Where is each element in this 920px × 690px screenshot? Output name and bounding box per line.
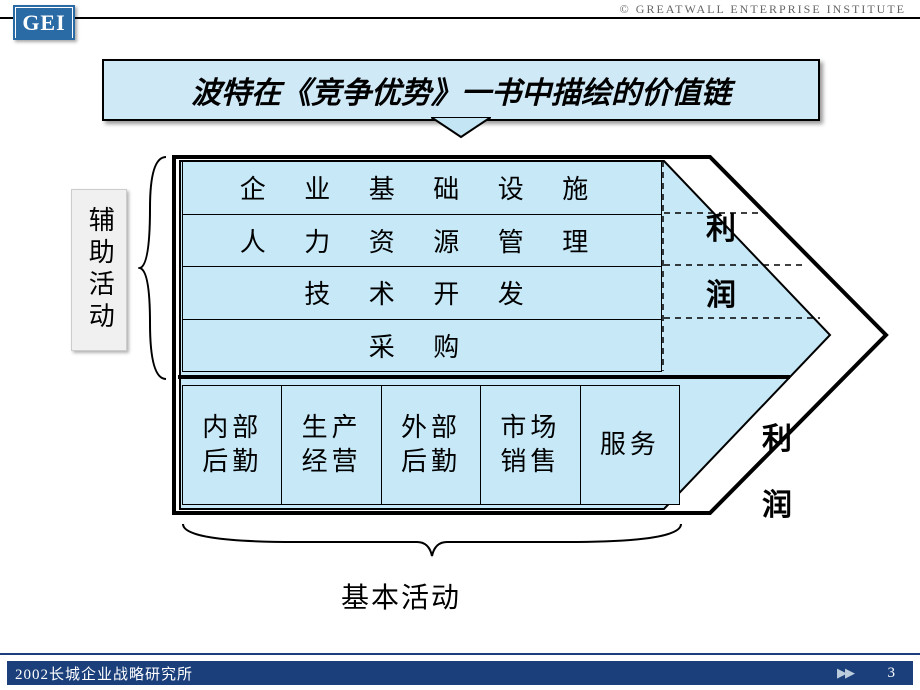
copyright-symbol: © <box>620 2 631 16</box>
footer-text: 2002长城企业战略研究所 <box>15 663 193 684</box>
footer-bar: 2002长城企业战略研究所 ▶▶ 3 <box>7 661 913 685</box>
header-rule <box>0 17 920 19</box>
org-name: GREATWALL ENTERPRISE INSTITUTE <box>636 2 906 16</box>
support-activities: 企 业 基 础 设 施 人 力 资 源 管 理 技 术 开 发 采 购 <box>182 161 662 371</box>
support-row: 企 业 基 础 设 施 <box>182 161 662 215</box>
support-activities-text: 辅助活动 <box>81 206 117 334</box>
title-arrow-icon <box>431 117 491 139</box>
header-copyright: © GREATWALL ENTERPRISE INSTITUTE <box>620 2 906 17</box>
profit-label-lower: 利润 <box>762 407 792 539</box>
primary-activities-label: 基本活动 <box>341 576 461 616</box>
primary-cell: 内部后勤 <box>182 385 282 505</box>
primary-cell: 服务 <box>580 385 680 505</box>
support-row: 采 购 <box>182 319 662 373</box>
primary-cell: 市场销售 <box>480 385 580 505</box>
value-chain-diagram: 企 业 基 础 设 施 人 力 资 源 管 理 技 术 开 发 采 购 内部后勤… <box>170 153 890 518</box>
primary-activities: 内部后勤 生产经营 外部后勤 市场销售 服务 <box>182 385 679 505</box>
support-row: 人 力 资 源 管 理 <box>182 214 662 268</box>
logo: GEI <box>13 5 75 40</box>
nav-forward-icon[interactable]: ▶▶ <box>837 665 853 681</box>
brace-left-icon <box>138 153 170 383</box>
primary-cell: 生产经营 <box>281 385 381 505</box>
primary-cell: 外部后勤 <box>381 385 481 505</box>
support-activities-label: 辅助活动 <box>71 189 127 351</box>
brace-bottom-icon <box>177 520 687 560</box>
slide-title-container: 波特在《竞争优势》一书中描绘的价值链 <box>102 59 820 121</box>
footer-rule <box>0 653 920 655</box>
slide-title: 波特在《竞争优势》一书中描绘的价值链 <box>102 59 820 121</box>
support-row: 技 术 开 发 <box>182 266 662 320</box>
logo-text: GEI <box>16 8 71 38</box>
profit-label-upper: 利润 <box>706 197 736 329</box>
page-number: 3 <box>888 665 896 682</box>
